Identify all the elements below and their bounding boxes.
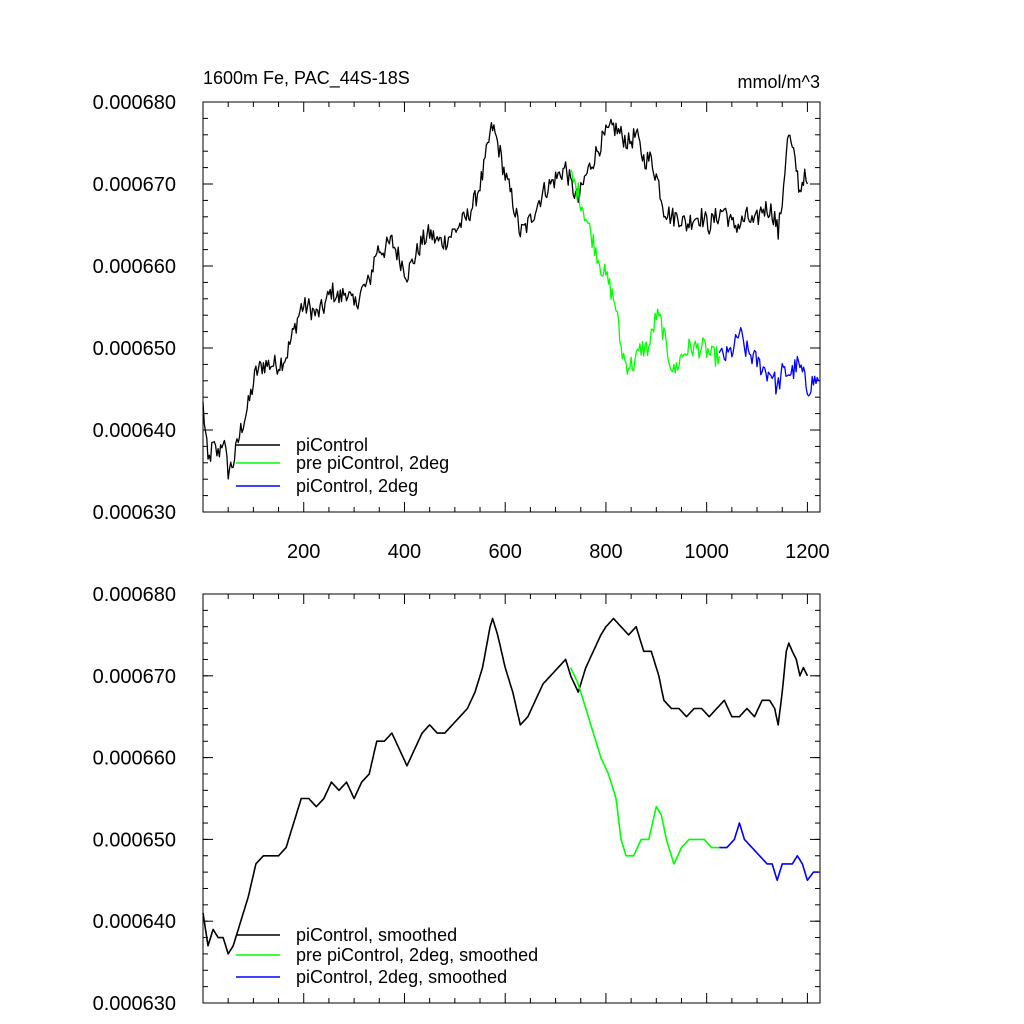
series-line: [570, 169, 720, 375]
plot-frame: [202, 101, 821, 513]
legend-label: piControl, 2deg, smoothed: [296, 967, 507, 987]
y-tick-label: 0.000630: [93, 993, 176, 1015]
series-line: [202, 617, 809, 955]
plot-frame: [202, 593, 821, 1004]
y-tick-label: 0.000650: [93, 829, 176, 851]
y-tick-label: 0.000660: [93, 748, 176, 770]
y-tick-label: 0.000670: [93, 666, 176, 688]
legend-label: piControl, 2deg: [296, 476, 418, 496]
y-tick-label: 0.000640: [93, 911, 176, 933]
y-tick-label: 0.000680: [93, 584, 176, 606]
x-tick-label: 1200: [785, 541, 830, 563]
panel-1-units: mmol/m^3: [738, 72, 820, 92]
legend-label: pre piControl, 2deg, smoothed: [296, 945, 538, 965]
x-tick-label: 1000: [684, 541, 729, 563]
series-line: [718, 326, 820, 397]
series-line: [202, 118, 808, 480]
y-tick-label: 0.000650: [93, 338, 176, 360]
y-tick-label: 0.000630: [93, 502, 176, 524]
panel-1: 0.000630 0.000640 0.000650 0.000660 0.000670…: [93, 92, 830, 563]
y-tick-label: 0.000680: [93, 92, 176, 114]
legend-label: pre piControl, 2deg: [296, 453, 449, 473]
y-tick-label: 0.000670: [93, 174, 176, 196]
x-tick-label: 400: [388, 541, 421, 563]
y-tick-label: 0.000660: [93, 256, 176, 278]
series-line: [719, 822, 819, 882]
panel-1-title: 1600m Fe, PAC_44S-18S: [203, 68, 410, 89]
series-line: [569, 667, 720, 865]
x-tick-label: 600: [489, 541, 522, 563]
x-tick-label: 200: [287, 541, 320, 563]
panel-2: 0.000630 0.000640 0.000650 0.000660 0.000670…: [93, 584, 821, 1015]
legend-label: piControl, smoothed: [296, 925, 457, 945]
y-tick-label: 0.000640: [93, 420, 176, 442]
legend-label: piControl: [296, 435, 368, 455]
x-tick-label: 800: [589, 541, 622, 563]
